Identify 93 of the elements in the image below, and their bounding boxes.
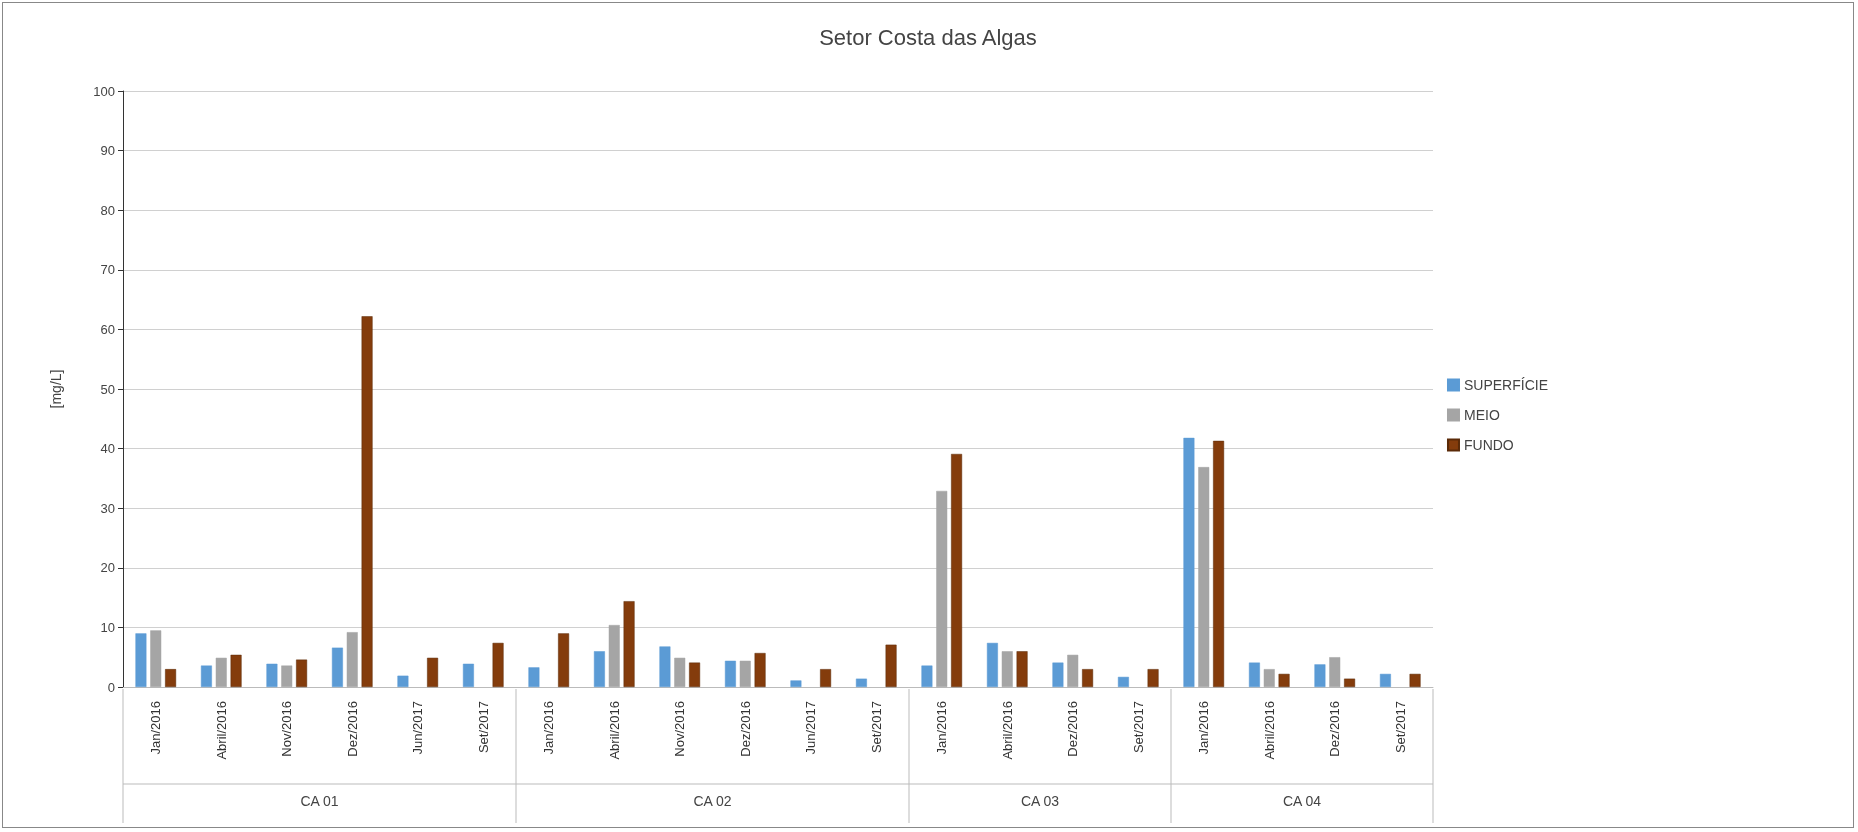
bar: [1213, 440, 1225, 687]
y-tick-label: 70: [100, 262, 115, 278]
bar: [1409, 673, 1421, 687]
x-tick-label: Jun/2017: [410, 701, 426, 755]
bar: [724, 660, 736, 687]
bar: [674, 657, 686, 687]
x-tick-label: Abril/2016: [1261, 701, 1277, 760]
x-tick-label: Set/2017: [475, 701, 491, 754]
bar: [593, 651, 605, 687]
legend-label: MEIO: [1463, 407, 1500, 423]
x-tick-label: Jan/2016: [148, 701, 164, 755]
x-tick-label: Set/2017: [868, 701, 884, 754]
bar: [135, 633, 147, 687]
y-axis-title: [mg/L]: [48, 369, 64, 409]
x-tick-label: Jan/2016: [541, 701, 557, 755]
y-tick-label: 30: [100, 500, 115, 516]
bar: [855, 678, 867, 687]
x-tick-label: Jan/2016: [934, 701, 950, 755]
x-tick-label: Abril/2016: [999, 701, 1015, 760]
x-tick-label: Dez/2016: [344, 701, 360, 757]
y-tick-label: 80: [100, 202, 115, 218]
legend-label: FUNDO: [1463, 437, 1514, 453]
x-tick-label: Dez/2016: [737, 701, 753, 757]
bar: [1263, 669, 1275, 687]
bar: [1183, 437, 1195, 687]
x-tick-label: Jan/2016: [1196, 701, 1212, 755]
bar: [1278, 673, 1290, 687]
bar: [266, 663, 278, 687]
bar: [1052, 662, 1064, 687]
y-tick-label: 100: [93, 83, 115, 99]
bar: [1344, 678, 1356, 687]
bar: [528, 667, 540, 687]
bar: [1248, 662, 1260, 687]
x-tick-label: Abril/2016: [213, 701, 229, 760]
bar: [1147, 669, 1159, 687]
bar: [1329, 657, 1341, 687]
bar: [346, 632, 358, 687]
y-tick-label: 10: [100, 619, 115, 635]
text: CA 01: [300, 793, 339, 809]
x-tick-label: Nov/2016: [672, 701, 688, 757]
bar: [1016, 651, 1028, 687]
bar: [921, 665, 933, 687]
x-tick-label: Set/2017: [1130, 701, 1146, 754]
bar: [1117, 676, 1129, 687]
text: CA 04: [1282, 793, 1322, 809]
bar: [623, 601, 635, 687]
x-tick-label: Abril/2016: [606, 701, 622, 760]
bar: [1001, 651, 1013, 687]
bar: [986, 642, 998, 687]
bar: [659, 646, 671, 687]
y-tick-label: 40: [100, 441, 115, 457]
bar: [608, 625, 620, 687]
bar: [820, 669, 832, 687]
bar: [281, 665, 293, 687]
chart-title: Setor Costa das Algas: [819, 24, 1037, 50]
bar: [492, 642, 504, 687]
x-tick-label: Dez/2016: [1327, 701, 1343, 757]
bar: [1082, 669, 1094, 687]
bar: [1379, 673, 1391, 687]
y-tick-label: 0: [107, 679, 115, 695]
legend-label: SUPERFÍCIE: [1463, 377, 1548, 393]
bar: [689, 662, 701, 687]
y-tick-label: 90: [100, 143, 115, 159]
bar: [1314, 664, 1326, 687]
x-tick-label: Nov/2016: [279, 701, 295, 757]
bar: [230, 654, 242, 687]
bar: [951, 453, 963, 687]
bar: [558, 633, 570, 687]
bar: [462, 663, 474, 687]
bar: [885, 644, 897, 687]
text: CA 03: [1020, 793, 1060, 809]
bar: [165, 669, 177, 687]
x-tick-label: Jun/2017: [803, 701, 819, 755]
x-tick-label: Set/2017: [1392, 701, 1408, 754]
bar: [331, 647, 343, 687]
bar: [936, 490, 948, 687]
bar: [397, 675, 409, 687]
bar: [296, 659, 308, 687]
bar: [1198, 467, 1210, 687]
bar: [200, 665, 212, 687]
bar: [739, 660, 751, 687]
bar: [754, 653, 766, 687]
bar: [361, 316, 373, 687]
bar: [1067, 654, 1079, 687]
y-tick-label: 50: [100, 381, 115, 397]
bar: [790, 680, 802, 687]
y-tick-label: 60: [100, 321, 115, 337]
text: CA 02: [693, 793, 732, 809]
x-tick-label: Dez/2016: [1065, 701, 1081, 757]
y-tick-label: 20: [100, 560, 115, 576]
bar: [150, 630, 162, 687]
bar: [427, 657, 439, 687]
bar: [215, 657, 227, 687]
